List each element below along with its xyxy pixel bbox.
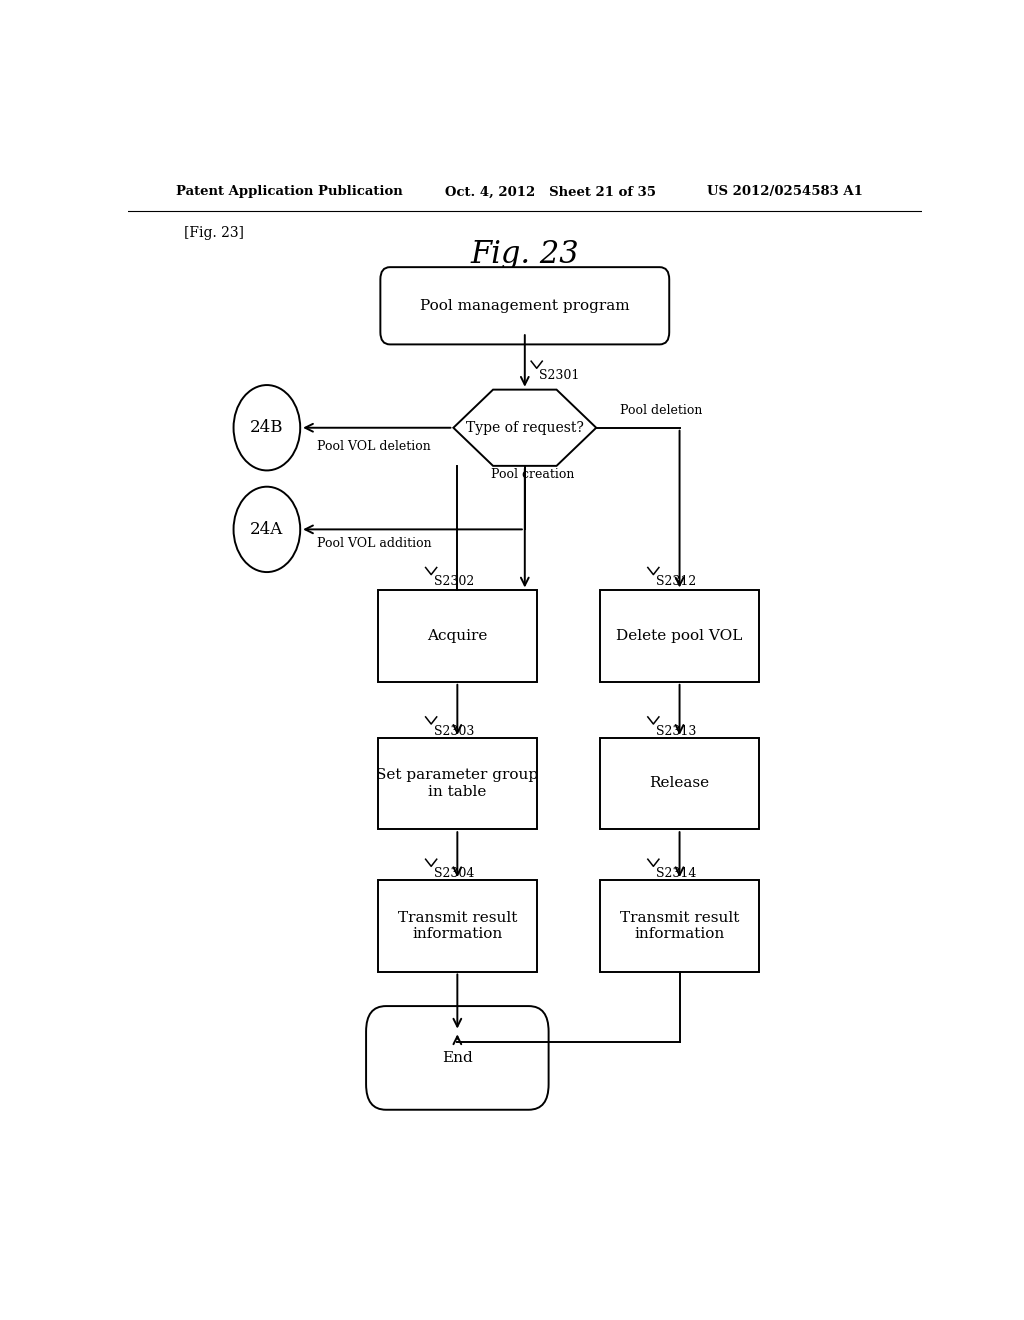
Text: Transmit result
information: Transmit result information: [620, 911, 739, 941]
Bar: [600, 738, 759, 829]
Text: [Fig. 23]: [Fig. 23]: [183, 226, 244, 240]
Text: End: End: [442, 1051, 473, 1065]
Bar: [600, 590, 759, 682]
Bar: [378, 880, 537, 972]
Bar: [378, 738, 537, 829]
Text: Patent Application Publication: Patent Application Publication: [176, 185, 402, 198]
Text: 24A: 24A: [250, 521, 284, 537]
Polygon shape: [454, 389, 596, 466]
Text: Transmit result
information: Transmit result information: [397, 911, 517, 941]
Text: Fig. 23: Fig. 23: [470, 239, 580, 271]
Text: US 2012/0254583 A1: US 2012/0254583 A1: [708, 185, 863, 198]
Text: S2301: S2301: [539, 368, 580, 381]
Text: 24B: 24B: [250, 420, 284, 436]
Text: S2304: S2304: [433, 867, 474, 880]
Text: S2314: S2314: [655, 867, 696, 880]
FancyBboxPatch shape: [380, 267, 670, 345]
Bar: [378, 590, 537, 682]
Text: S2303: S2303: [433, 725, 474, 738]
Text: Oct. 4, 2012   Sheet 21 of 35: Oct. 4, 2012 Sheet 21 of 35: [445, 185, 656, 198]
Text: S2312: S2312: [655, 576, 696, 589]
Text: S2313: S2313: [655, 725, 696, 738]
Text: Acquire: Acquire: [427, 630, 487, 643]
Circle shape: [233, 487, 300, 572]
FancyBboxPatch shape: [366, 1006, 549, 1110]
Text: Set parameter group
in table: Set parameter group in table: [376, 768, 539, 799]
Text: Pool VOL deletion: Pool VOL deletion: [316, 440, 431, 453]
Text: Pool VOL addition: Pool VOL addition: [316, 536, 431, 549]
Text: Type of request?: Type of request?: [466, 421, 584, 434]
Text: Delete pool VOL: Delete pool VOL: [616, 630, 742, 643]
Circle shape: [233, 385, 300, 470]
Text: Pool creation: Pool creation: [492, 469, 574, 482]
Text: Pool deletion: Pool deletion: [620, 404, 702, 417]
Bar: [600, 880, 759, 972]
Text: Release: Release: [649, 776, 710, 791]
Text: Pool management program: Pool management program: [420, 298, 630, 313]
Text: S2302: S2302: [433, 576, 474, 589]
